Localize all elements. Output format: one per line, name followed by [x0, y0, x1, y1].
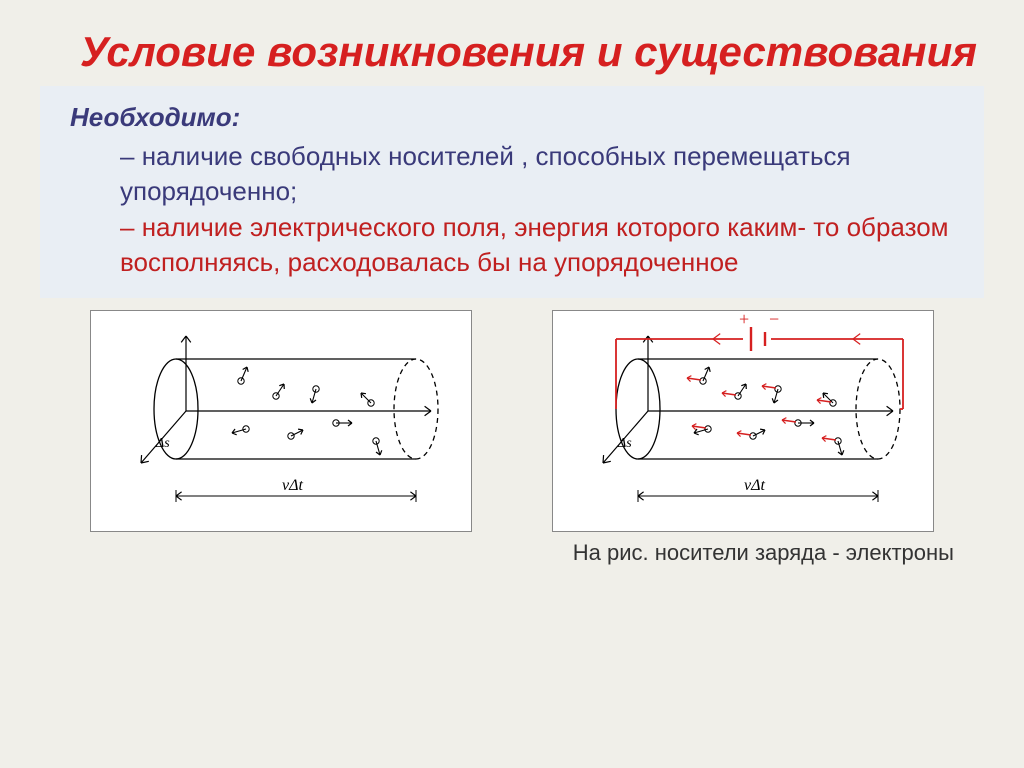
bullet-2: – наличие электрического поля, энергия к…: [70, 210, 954, 280]
diagram-right: vΔt Δs + −: [552, 310, 934, 532]
svg-text:Δs: Δs: [617, 436, 632, 451]
bullet1-dash: –: [120, 141, 142, 171]
body-box: Необходимо: – наличие свободных носителе…: [40, 86, 984, 297]
bullet1-text: наличие свободных носителей , способных …: [120, 141, 851, 206]
svg-text:vΔt: vΔt: [744, 477, 765, 494]
svg-text:vΔt: vΔt: [282, 477, 303, 494]
diagram-row: vΔt Δs vΔt Δs + −: [0, 298, 1024, 532]
svg-text:+: +: [739, 311, 749, 329]
need-label: Необходимо:: [70, 100, 954, 135]
bullet-1: – наличие свободных носителей , способны…: [70, 139, 954, 209]
caption: На рис. носители заряда - электроны: [0, 532, 1024, 566]
bullet2-dash: –: [120, 212, 142, 242]
svg-text:−: −: [769, 311, 779, 329]
diagram-left: vΔt Δs: [90, 310, 472, 532]
bullet2-text: наличие электрического поля, энергия кот…: [120, 212, 949, 277]
svg-text:Δs: Δs: [155, 436, 170, 451]
slide-title: Условие возникновения и существования: [0, 0, 1024, 86]
